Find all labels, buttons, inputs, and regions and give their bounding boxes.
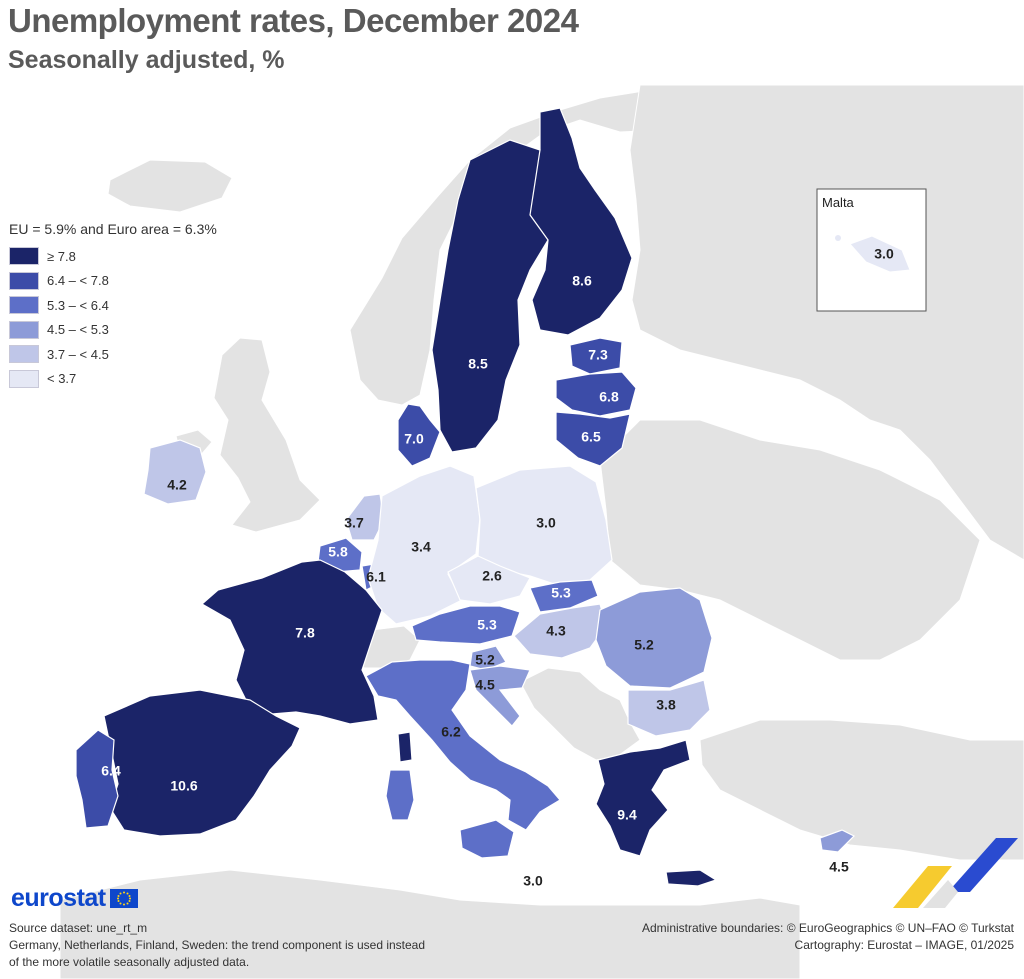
source-note: Source dataset: une_rt_m xyxy=(9,921,148,935)
africa-shape xyxy=(59,869,801,979)
value-label-hungary: 4.3 xyxy=(546,623,566,639)
trend-note-line1: Germany, Netherlands, Finland, Sweden: t… xyxy=(9,938,426,952)
country-lithuania xyxy=(555,411,631,467)
legend-swatch xyxy=(9,345,39,364)
value-label-romania: 5.2 xyxy=(634,637,654,653)
legend-item: 4.5 – < 5.3 xyxy=(9,318,289,343)
value-label-belgium: 5.8 xyxy=(328,544,348,560)
boundaries-credit: Administrative boundaries: © EuroGeograp… xyxy=(641,921,1014,935)
value-label-germany: 3.4 xyxy=(411,539,431,555)
value-label-greece: 9.4 xyxy=(617,807,637,823)
country-cyprus xyxy=(819,829,856,853)
value-label-czechia: 2.6 xyxy=(482,568,502,584)
value-label-france: 7.8 xyxy=(295,625,315,641)
value-label-cyprus: 4.5 xyxy=(829,859,849,875)
country-finland xyxy=(524,107,633,336)
legend-item: 3.7 – < 4.5 xyxy=(9,342,289,367)
decorative-chevrons xyxy=(893,838,1018,908)
page-subtitle: Seasonally adjusted, % xyxy=(8,46,285,74)
value-label-portugal: 6.4 xyxy=(101,763,121,779)
malta-inset-title: Malta xyxy=(822,195,855,210)
country-estonia xyxy=(569,337,623,375)
legend-swatch xyxy=(9,247,39,266)
country-italy xyxy=(365,659,561,831)
country-slovakia xyxy=(529,579,599,613)
value-label-croatia: 4.5 xyxy=(475,677,495,693)
country-crete xyxy=(665,869,718,887)
cartography-credit: Cartography: Eurostat – IMAGE, 01/2025 xyxy=(794,938,1014,952)
value-label-sweden: 8.5 xyxy=(468,356,488,372)
country-ireland xyxy=(143,439,207,505)
eurostat-logo: eurostat xyxy=(11,884,138,913)
country-greece xyxy=(595,739,691,857)
trend-note-line2: of the more volatile seasonally adjusted… xyxy=(9,955,250,969)
value-label-spain: 10.6 xyxy=(170,778,197,794)
legend-swatch xyxy=(9,271,39,290)
page-title: Unemployment rates, December 2024 xyxy=(8,2,579,39)
value-label-luxembourg: 6.1 xyxy=(366,569,386,585)
value-label-bulgaria: 3.8 xyxy=(656,697,676,713)
legend-item: ≥ 7.8 xyxy=(9,244,289,269)
legend-item: 6.4 – < 7.8 xyxy=(9,269,289,294)
country-france xyxy=(200,559,383,725)
value-label-malta: 3.0 xyxy=(874,246,894,262)
value-label-poland: 3.0 xyxy=(536,515,556,531)
legend-label: ≥ 7.8 xyxy=(47,248,76,264)
value-label-italy: 6.2 xyxy=(441,724,461,740)
country-romania xyxy=(595,587,713,689)
value-label-slovenia: 5.2 xyxy=(475,652,495,668)
gozo-island xyxy=(835,235,841,241)
legend-label: 5.3 – < 6.4 xyxy=(47,297,109,313)
value-label-ireland: 4.2 xyxy=(167,477,187,493)
value-label-finland: 8.6 xyxy=(572,273,592,289)
legend-label: 6.4 – < 7.8 xyxy=(47,273,109,289)
map-legend: EU = 5.9% and Euro area = 6.3% ≥ 7.8 6.4 … xyxy=(9,221,289,391)
country-portugal xyxy=(75,729,119,829)
value-label-lithuania: 6.5 xyxy=(581,429,601,445)
country-austria xyxy=(411,605,521,645)
value-label-estonia: 7.3 xyxy=(588,347,608,363)
eu-flag-icon xyxy=(109,889,138,908)
country-denmark xyxy=(397,403,441,467)
country-sicily xyxy=(459,819,515,859)
legend-heading: EU = 5.9% and Euro area = 6.3% xyxy=(9,221,217,237)
value-label-slovakia: 5.3 xyxy=(551,585,571,601)
country-malta xyxy=(849,235,911,273)
turkey-shape xyxy=(699,719,1024,861)
legend-swatch xyxy=(9,369,39,388)
legend-swatch xyxy=(9,320,39,339)
country-latvia xyxy=(555,371,637,417)
country-sweden xyxy=(431,139,549,453)
country-corsica xyxy=(397,731,413,763)
belarus-ukraine-shape xyxy=(599,419,981,661)
eu-countries xyxy=(75,107,856,887)
legend-label: 4.5 – < 5.3 xyxy=(47,322,109,338)
legend-item: < 3.7 xyxy=(9,367,289,392)
value-label-netherlands: 3.7 xyxy=(344,515,364,531)
value-label-malta-south: 3.0 xyxy=(523,873,543,889)
legend-item: 5.3 – < 6.4 xyxy=(9,293,289,318)
country-croatia xyxy=(469,665,531,727)
value-labels: 8.6 8.5 7.3 6.8 6.5 7.0 4.2 3.7 5.8 6.1 3.4 3.0 2.6 5… xyxy=(101,273,849,889)
malta-inset: Malta 3.0 xyxy=(816,188,927,312)
legend-label: < 3.7 xyxy=(47,371,77,387)
footer-notes: Source dataset: une_rt_m Germany, Nether… xyxy=(9,920,425,971)
country-sardinia xyxy=(385,769,415,821)
legend-label: 3.7 – < 4.5 xyxy=(47,346,109,362)
eurostat-wordmark: eurostat xyxy=(11,884,106,912)
footer-credits: Administrative boundaries: © EuroGeograp… xyxy=(642,920,1014,954)
value-label-austria: 5.3 xyxy=(477,617,497,633)
value-label-latvia: 6.8 xyxy=(599,389,619,405)
country-czechia xyxy=(447,555,531,605)
great-britain-shape xyxy=(213,337,321,533)
legend-swatch xyxy=(9,296,39,315)
balkans-shape xyxy=(519,667,641,761)
iceland-shape xyxy=(107,159,233,213)
country-bulgaria xyxy=(627,679,711,737)
value-label-denmark: 7.0 xyxy=(404,431,424,447)
